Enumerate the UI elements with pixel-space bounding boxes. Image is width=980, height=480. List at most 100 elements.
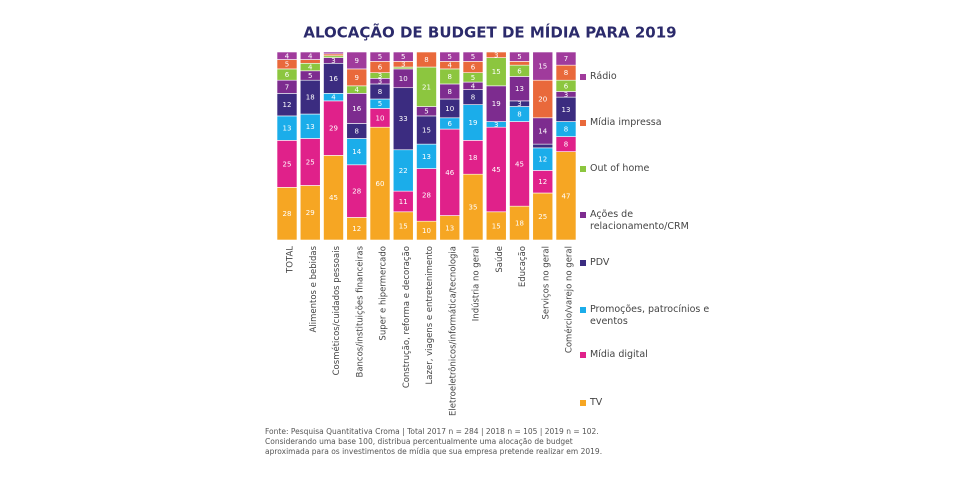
bar-segment xyxy=(299,51,321,60)
bar-segment xyxy=(416,51,437,68)
value-label: 8 xyxy=(448,88,452,96)
value-label: 35 xyxy=(469,204,478,212)
bar-segment xyxy=(392,51,414,62)
legend-item: Out of home xyxy=(580,163,720,175)
legend-label: TV xyxy=(590,397,603,408)
value-label: 6 xyxy=(448,120,453,128)
legend-swatch xyxy=(580,212,586,218)
value-label: 13 xyxy=(283,125,292,133)
value-label: 15 xyxy=(538,63,547,71)
bar-segment xyxy=(323,51,344,55)
value-label: 13 xyxy=(306,123,315,131)
legend-swatch xyxy=(580,74,586,80)
value-label: 12 xyxy=(352,225,361,233)
legend-item: Rádio xyxy=(580,71,720,83)
value-label: 4 xyxy=(471,82,476,90)
value-label: 8 xyxy=(355,127,359,135)
value-label: 6 xyxy=(378,64,383,72)
value-label: 5 xyxy=(424,108,428,116)
value-label: 9 xyxy=(355,57,359,65)
value-label: 11 xyxy=(399,198,408,206)
value-label: 5 xyxy=(308,72,312,80)
value-label: 16 xyxy=(329,75,338,83)
value-label: 3 xyxy=(517,100,521,108)
legend-swatch xyxy=(580,352,586,358)
legend-swatch xyxy=(580,400,586,406)
footnote-line: Considerando uma base 100, distribua per… xyxy=(265,437,573,446)
value-label: 29 xyxy=(329,125,338,133)
x-tick-label: Lazer, viagens e entretenimento xyxy=(425,246,435,384)
value-label: 15 xyxy=(399,222,408,230)
value-label: 19 xyxy=(469,119,478,127)
value-label: 13 xyxy=(562,106,571,114)
value-label: 9 xyxy=(355,74,359,82)
value-label: 25 xyxy=(538,213,547,221)
bar-segment xyxy=(509,51,530,62)
bar-segment xyxy=(462,51,484,62)
value-label: 5 xyxy=(471,53,475,61)
value-label: 18 xyxy=(469,154,478,162)
value-label: 14 xyxy=(352,148,361,156)
value-label: 12 xyxy=(283,101,292,109)
legend-label: Rádio xyxy=(590,71,617,82)
value-label: 47 xyxy=(562,192,571,200)
value-label: 25 xyxy=(283,160,292,168)
legend-label: Out of home xyxy=(590,163,650,174)
x-tick-label: Alimentos e bebidas xyxy=(309,245,319,332)
footnote: Fonte: Pesquisa Quantitativa Croma | Tot… xyxy=(265,427,625,457)
x-tick-label: Educação xyxy=(518,246,528,287)
value-label: 14 xyxy=(538,127,547,135)
value-label: 19 xyxy=(492,100,501,108)
value-label: 12 xyxy=(538,178,547,186)
bar-segment xyxy=(276,51,298,60)
value-label: 8 xyxy=(564,141,568,149)
x-tick-label: Saúde xyxy=(495,246,505,273)
footnote-line: Fonte: Pesquisa Quantitativa Croma | Tot… xyxy=(265,427,599,436)
value-label: 8 xyxy=(564,69,568,77)
legend-item: TV xyxy=(580,397,720,409)
value-label: 4 xyxy=(308,64,313,72)
x-tick-label: Construção, reforma e decoração xyxy=(402,246,412,388)
value-label: 3 xyxy=(564,91,568,99)
value-label: 3 xyxy=(378,72,382,80)
value-label: 3 xyxy=(378,78,382,86)
value-label: 13 xyxy=(422,153,431,161)
value-label: 12 xyxy=(538,156,547,164)
bar-segment xyxy=(532,51,554,81)
value-label: 10 xyxy=(445,105,454,113)
value-label: 16 xyxy=(352,105,361,113)
value-label: 15 xyxy=(492,222,501,230)
value-label: 45 xyxy=(492,166,501,174)
value-label: 5 xyxy=(285,61,289,69)
value-label: 5 xyxy=(471,74,475,82)
legend-label: Mídia digital xyxy=(590,349,648,360)
value-label: 10 xyxy=(376,114,385,122)
value-label: 5 xyxy=(401,53,405,61)
value-label: 18 xyxy=(306,94,315,102)
x-tick-label: Bancos/instituições financeiras xyxy=(355,245,365,377)
legend-label: Mídia impressa xyxy=(590,117,662,128)
value-label: 45 xyxy=(329,194,338,202)
value-label: 20 xyxy=(538,96,547,104)
value-label: 3 xyxy=(494,121,498,129)
bar-segment xyxy=(369,51,391,62)
x-tick-label: Eletroeletrônicos/informática/tecnologia xyxy=(447,246,458,416)
legend-item: PDV xyxy=(580,257,720,269)
value-label: 5 xyxy=(378,100,382,108)
footnote-line: aproximada para os investimentos de mídi… xyxy=(265,447,603,456)
value-label: 6 xyxy=(517,67,522,75)
value-label: 8 xyxy=(424,56,428,64)
value-label: 5 xyxy=(517,53,521,61)
value-label: 8 xyxy=(471,94,475,102)
legend-label: PDV xyxy=(590,257,610,268)
legend-label: Promoções, patrocínios e eventos xyxy=(590,304,710,327)
value-label: 4 xyxy=(285,52,290,60)
value-label: 18 xyxy=(515,220,524,228)
x-tick-label: Indústria no geral xyxy=(472,246,482,321)
value-label: 28 xyxy=(352,188,361,196)
legend-swatch xyxy=(580,166,586,172)
value-label: 8 xyxy=(378,88,382,96)
value-label: 5 xyxy=(448,53,452,61)
